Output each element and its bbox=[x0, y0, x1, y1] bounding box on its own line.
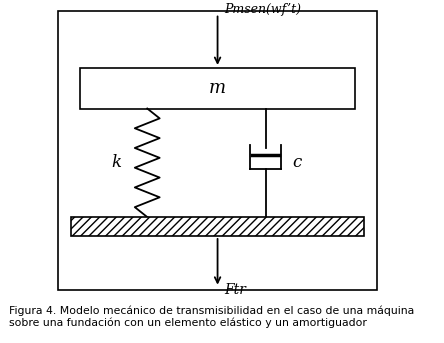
Text: Ftr: Ftr bbox=[224, 283, 246, 297]
Text: Figura 4. Modelo mecánico de transmisibilidad en el caso de una máquina
sobre un: Figura 4. Modelo mecánico de transmisibi… bbox=[9, 305, 414, 328]
Bar bbox=[58, 11, 377, 290]
Bar bbox=[80, 68, 355, 108]
Text: c: c bbox=[292, 154, 301, 171]
Text: k: k bbox=[111, 154, 121, 171]
Bar bbox=[71, 217, 364, 236]
Text: m: m bbox=[209, 79, 226, 97]
Text: Pmsen(wf’t): Pmsen(wf’t) bbox=[224, 3, 301, 16]
